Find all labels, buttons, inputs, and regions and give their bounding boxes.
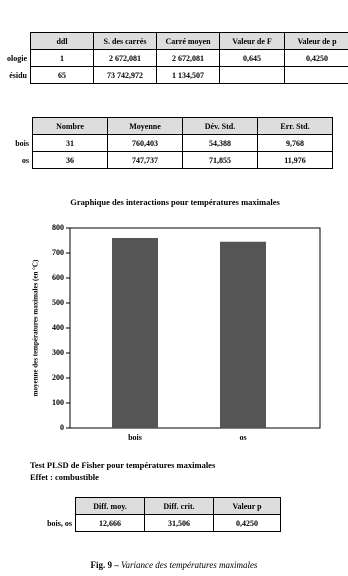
y-axis-label: moyenne des températures maximales (en °… [32, 259, 40, 396]
header-row: ddl S. des carrés Carré moyen Valeur de F Va… [0, 32, 348, 50]
table: Nombre Moyenne Dév. Std. Err. Std. bois 31 760… [0, 117, 333, 169]
bar [220, 241, 266, 428]
cell: 0,4250 [213, 514, 281, 532]
cell: 2 672,081 [156, 49, 220, 67]
table: Diff. moy. Diff. crit. Valeur p bois, os 12,… [30, 497, 281, 532]
y-tick-label: 200 [52, 373, 64, 382]
cell [284, 66, 348, 84]
cell: 760,403 [107, 134, 183, 152]
row-label: os [21, 155, 29, 165]
row: bois 31 760,403 54,388 9,768 [0, 134, 333, 152]
cell: 73 742,972 [93, 66, 157, 84]
cell: 36 [32, 151, 108, 169]
cell: 1 [30, 49, 94, 67]
header-row: Diff. moy. Diff. crit. Valeur p [30, 497, 281, 515]
cell: 31 [32, 134, 108, 152]
cell: 0,645 [219, 49, 285, 67]
test-subtitle: Effet : combustible [30, 472, 99, 482]
cell: 2 672,081 [93, 49, 157, 67]
header-cell: Diff. moy. [75, 497, 145, 515]
y-tick-label: 500 [52, 298, 64, 307]
cell: 31,506 [144, 514, 214, 532]
cell: 9,768 [257, 134, 333, 152]
header-cell [0, 117, 33, 135]
y-tick-label: 800 [52, 223, 64, 232]
header-cell: Carré moyen [156, 32, 220, 50]
y-tick-label: 0 [60, 423, 64, 432]
y-tick-label: 300 [52, 348, 64, 357]
row-label: bois, os [47, 518, 72, 528]
header-cell: Valeur p [213, 497, 281, 515]
row-label: ésidu [9, 70, 27, 80]
row: ologie 1 2 672,081 2 672,081 0,645 0,4250 [0, 49, 348, 67]
table: ddl S. des carrés Carré moyen Valeur de F Va… [0, 32, 348, 84]
y-tick-label: 700 [52, 248, 64, 257]
header-row: Nombre Moyenne Dév. Std. Err. Std. [0, 117, 333, 135]
caption-label: Fig. 9 – [90, 560, 119, 570]
x-tick-label: bois [128, 433, 142, 442]
row-label: ologie [7, 53, 27, 63]
header-cell: Err. Std. [257, 117, 333, 135]
header-cell: S. des carrés [93, 32, 157, 50]
cell: 11,976 [257, 151, 333, 169]
header-cell: Dév. Std. [182, 117, 258, 135]
row: ésidu 65 73 742,972 1 134,507 [0, 66, 348, 84]
header-cell: Valeur de F [219, 32, 285, 50]
header-cell: ddl [30, 32, 94, 50]
row: bois, os 12,666 31,506 0,4250 [30, 514, 281, 532]
y-tick-label: 100 [52, 398, 64, 407]
cell: 0,4250 [284, 49, 348, 67]
y-tick-label: 400 [52, 323, 64, 332]
header-cell: Diff. crit. [144, 497, 214, 515]
test-title: Test PLSD de Fisher pour températures ma… [30, 460, 216, 470]
cell [219, 66, 285, 84]
y-tick-label: 600 [52, 273, 64, 282]
caption: Fig. 9 – Variance des températures maxim… [0, 560, 348, 570]
plot-frame [69, 227, 321, 429]
row: os 36 747,737 71,855 11,976 [0, 151, 333, 169]
x-tick-label: os [239, 433, 246, 442]
bar [112, 238, 158, 428]
header-cell [30, 497, 76, 515]
cell: 54,388 [182, 134, 258, 152]
header-cell: Moyenne [107, 117, 183, 135]
cell: 12,666 [75, 514, 145, 532]
caption-text: Variance des températures maximales [121, 560, 258, 570]
cell: 747,737 [107, 151, 183, 169]
cell: 65 [30, 66, 94, 84]
cell: 71,855 [182, 151, 258, 169]
header-cell: Nombre [32, 117, 108, 135]
chart-title: Graphique des interactions pour températ… [70, 197, 280, 207]
header-cell: Valeur de p [284, 32, 348, 50]
cell: 1 134,507 [156, 66, 220, 84]
header-cell [0, 32, 31, 50]
row-label: bois [15, 138, 29, 148]
